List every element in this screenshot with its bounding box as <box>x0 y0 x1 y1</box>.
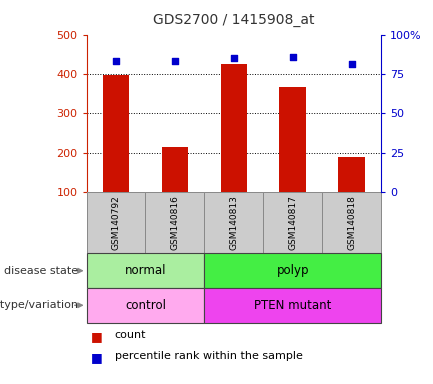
Point <box>289 53 296 60</box>
Bar <box>204 192 263 253</box>
Point <box>171 58 178 65</box>
Text: disease state: disease state <box>4 266 78 276</box>
Text: normal: normal <box>125 264 166 277</box>
Text: percentile rank within the sample: percentile rank within the sample <box>115 351 303 361</box>
Bar <box>220 64 247 192</box>
Bar <box>87 288 204 323</box>
Text: GSM140818: GSM140818 <box>347 195 356 250</box>
Bar <box>87 253 204 288</box>
Bar <box>322 192 381 253</box>
Text: ■: ■ <box>91 330 103 343</box>
Point <box>230 55 237 61</box>
Point <box>113 58 120 65</box>
Bar <box>338 157 365 192</box>
Text: GSM140816: GSM140816 <box>171 195 179 250</box>
Text: ■: ■ <box>91 351 103 364</box>
Bar <box>103 75 129 192</box>
Bar <box>162 147 188 192</box>
Text: genotype/variation: genotype/variation <box>0 300 78 310</box>
Text: PTEN mutant: PTEN mutant <box>254 299 331 312</box>
Bar <box>204 253 381 288</box>
Text: GSM140817: GSM140817 <box>288 195 297 250</box>
Bar <box>263 192 322 253</box>
Bar <box>204 288 381 323</box>
Bar <box>279 87 306 192</box>
Text: control: control <box>125 299 166 312</box>
Text: GDS2700 / 1415908_at: GDS2700 / 1415908_at <box>153 13 314 27</box>
Text: GSM140813: GSM140813 <box>229 195 238 250</box>
Text: GSM140792: GSM140792 <box>112 195 120 250</box>
Text: count: count <box>115 330 146 340</box>
Text: polyp: polyp <box>276 264 309 277</box>
Bar <box>87 192 145 253</box>
Bar <box>145 192 204 253</box>
Point <box>348 61 355 68</box>
